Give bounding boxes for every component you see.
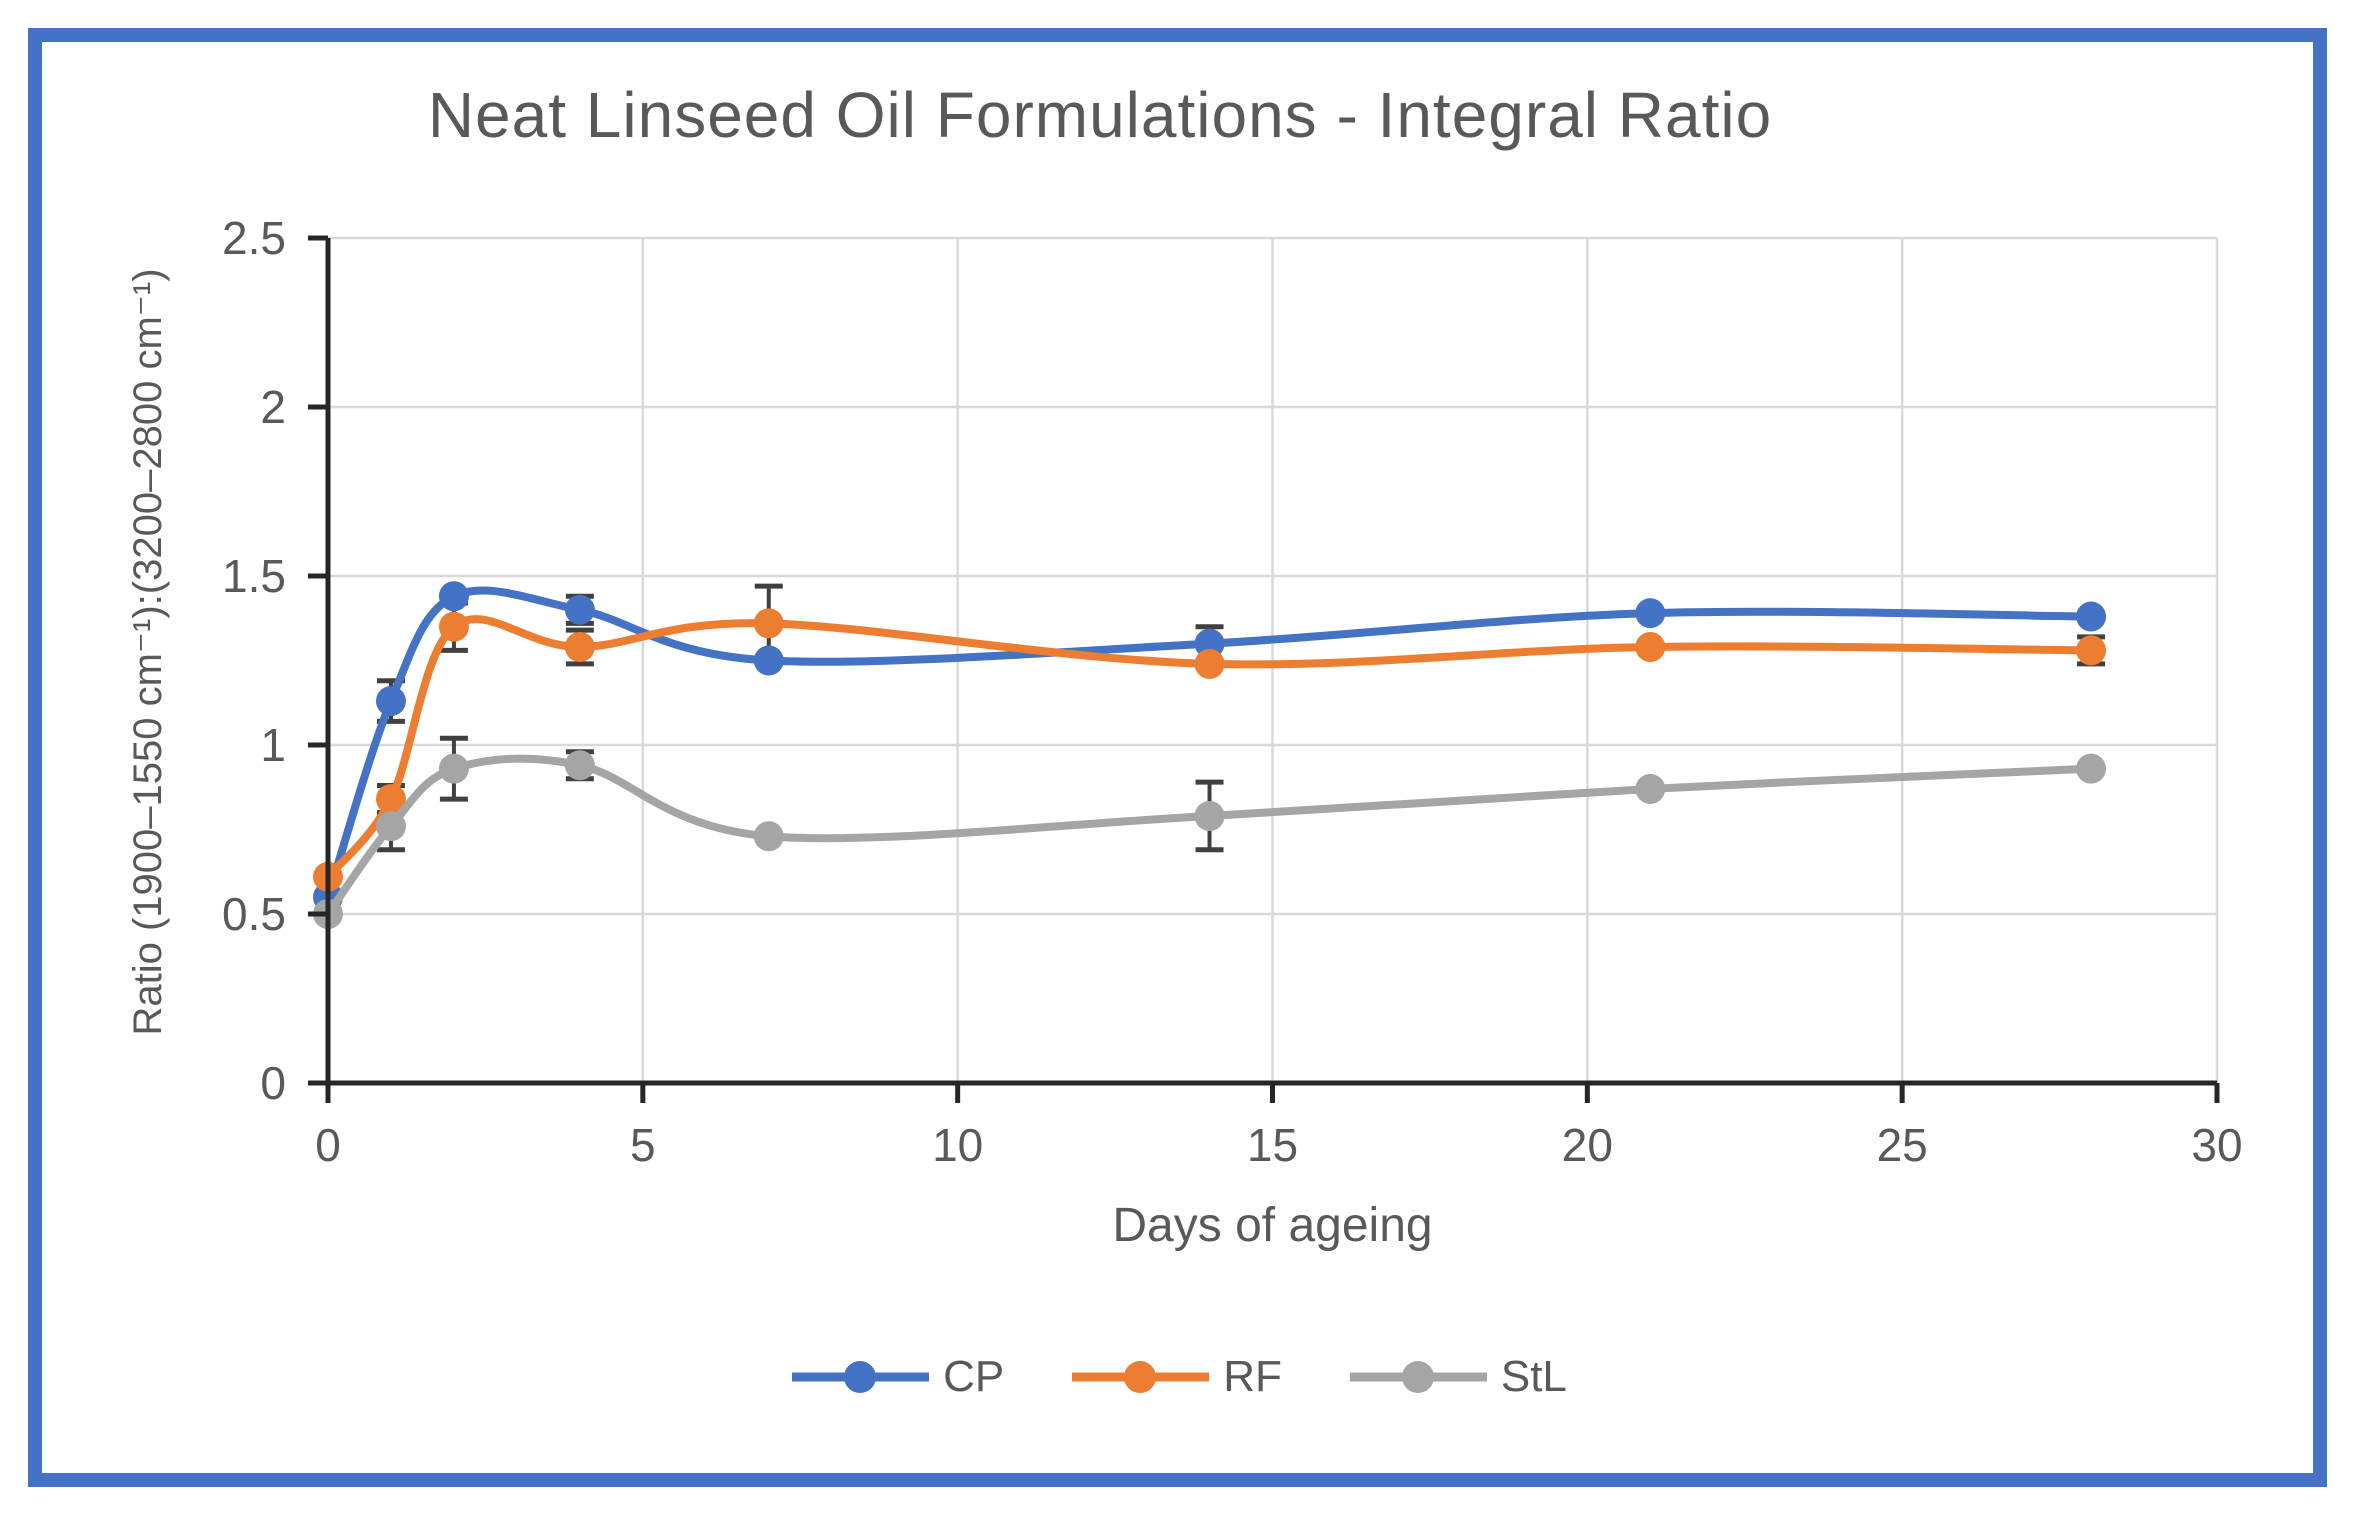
x-tick-label: 5 xyxy=(630,1119,656,1171)
data-point-marker-StL xyxy=(2076,753,2107,784)
y-tick-label: 1.5 xyxy=(222,550,286,602)
y-tick-label: 0 xyxy=(260,1057,286,1109)
y-tick-label: 1 xyxy=(260,719,286,771)
data-point-marker-CP xyxy=(2076,601,2107,632)
legend: CP RF StL xyxy=(0,1352,2355,1402)
data-point-marker-StL xyxy=(564,750,595,781)
y-axis-title: Ratio (1900–1550 cm⁻¹):(3200–2800 cm⁻¹) xyxy=(126,268,170,1036)
data-point-marker-CP xyxy=(1635,598,1666,629)
x-tick-label: 25 xyxy=(1877,1119,1928,1171)
legend-label: RF xyxy=(1223,1352,1282,1401)
legend-label: CP xyxy=(943,1352,1005,1401)
data-point-marker-StL xyxy=(753,821,784,852)
data-point-marker-StL xyxy=(1194,800,1225,831)
data-point-marker-RF xyxy=(1194,648,1225,679)
data-point-marker-CP xyxy=(375,686,406,717)
series-line-StL xyxy=(324,754,2096,918)
legend-marker-icon xyxy=(792,1361,930,1393)
y-tick-label: 0.5 xyxy=(222,888,286,940)
chart-title: Neat Linseed Oil Formulations - Integral… xyxy=(427,79,1773,151)
data-point-marker-CP xyxy=(564,594,595,625)
data-point-marker-CP xyxy=(753,645,784,676)
x-tick-label: 0 xyxy=(315,1119,341,1171)
x-tick-label: 20 xyxy=(1562,1119,1613,1171)
x-axis-title: Days of ageing xyxy=(1112,1199,1433,1252)
y-tick-label: 2 xyxy=(260,381,286,433)
data-point-marker-RF xyxy=(564,631,595,662)
x-tick-label: 10 xyxy=(932,1119,983,1171)
legend-item-RF: RF xyxy=(1068,1352,1282,1402)
data-point-marker-CP xyxy=(438,581,469,612)
legend-item-StL: StL xyxy=(1346,1352,1567,1402)
x-tick-label: 15 xyxy=(1247,1119,1298,1171)
legend-marker-icon xyxy=(1072,1361,1210,1393)
data-point-marker-RF xyxy=(1635,631,1666,662)
legend-marker-icon xyxy=(1349,1361,1487,1393)
data-point-marker-RF xyxy=(375,784,406,815)
x-tick-label: 30 xyxy=(2191,1119,2242,1171)
legend-label: StL xyxy=(1500,1352,1567,1401)
data-point-marker-RF xyxy=(438,611,469,642)
y-tick-label: 2.5 xyxy=(222,212,286,264)
legend-item-CP: CP xyxy=(788,1352,1004,1402)
data-point-marker-RF xyxy=(753,608,784,639)
data-point-marker-RF xyxy=(2076,635,2107,666)
data-point-marker-StL xyxy=(1635,773,1666,804)
data-point-marker-StL xyxy=(375,811,406,842)
data-point-marker-StL xyxy=(438,753,469,784)
